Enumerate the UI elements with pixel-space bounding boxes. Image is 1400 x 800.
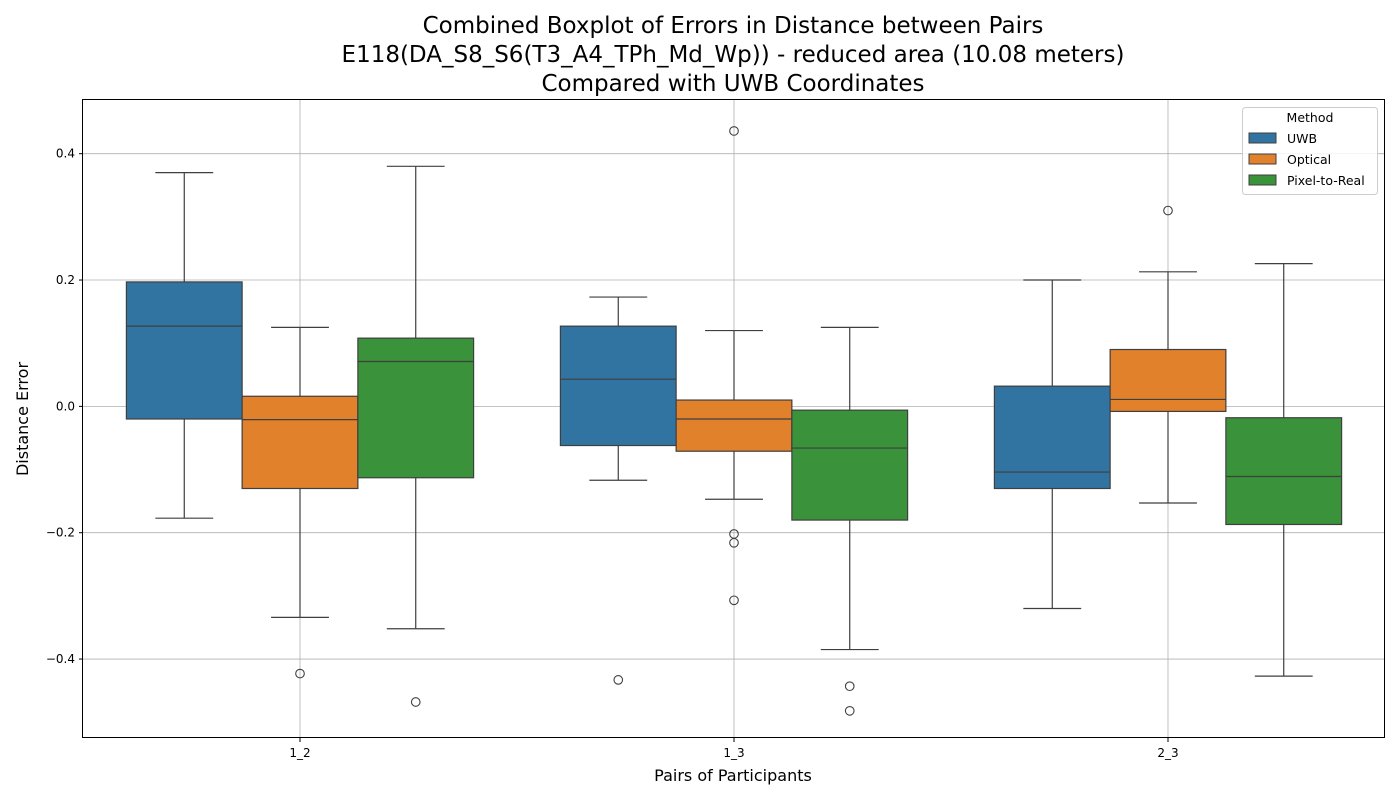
box-uwb-2_3 [993, 279, 1111, 610]
chart-title-line-3: Compared with UWB Coordinates [541, 71, 924, 97]
y-axis-label: Distance Error [13, 362, 32, 476]
box-iqr [1109, 348, 1227, 413]
x-axis: 1_2 1_3 2_3 [289, 738, 1179, 760]
box-group [125, 126, 1343, 716]
chart-title-line-1: Combined Boxplot of Errors in Distance b… [423, 13, 1044, 39]
outlier-point [613, 675, 624, 685]
legend-entry-label: UWB [1287, 131, 1317, 146]
box-uwb-1_3 [559, 296, 677, 685]
box-pixel-to-real-1_3 [791, 326, 909, 716]
box-pixel-to-real-1_2 [357, 165, 475, 707]
box-iqr [559, 325, 677, 447]
box-iqr [791, 409, 909, 521]
legend-swatch [1248, 132, 1277, 144]
outlier-point [729, 126, 739, 136]
box-optical-2_3 [1109, 205, 1227, 504]
outlier-point [1163, 205, 1173, 216]
legend-entry-label: Pixel-to-Real [1287, 173, 1365, 188]
legend-entry-label: Optical [1287, 152, 1331, 167]
outlier-point [844, 705, 855, 716]
outlier-point [729, 595, 739, 606]
outlier-point [295, 668, 305, 679]
box-iqr [993, 385, 1111, 490]
box-pixel-to-real-2_3 [1225, 263, 1343, 677]
y-tick-label: 0.4 [56, 147, 75, 161]
y-tick-label: −0.2 [46, 526, 75, 540]
legend-swatch [1248, 153, 1277, 165]
legend-title: Method [1287, 110, 1334, 125]
box-uwb-1_2 [125, 172, 243, 519]
outlier-point [729, 537, 739, 548]
legend-swatch [1248, 174, 1277, 186]
x-axis-label: Pairs of Participants [654, 766, 812, 785]
x-tick-label: 2_3 [1157, 746, 1178, 760]
box-iqr [241, 395, 359, 490]
y-tick-label: 0.2 [56, 273, 75, 287]
outlier-point [410, 697, 421, 707]
box-optical-1_3 [675, 126, 793, 606]
y-axis: −0.4 −0.2 0.0 0.2 0.4 [46, 147, 83, 666]
legend-frame [1242, 107, 1378, 195]
x-tick-label: 1_3 [723, 746, 744, 760]
plot-frame [82, 99, 1385, 738]
x-tick-label: 1_2 [289, 746, 310, 760]
y-tick-label: 0.0 [56, 399, 75, 413]
box-iqr [675, 399, 793, 452]
y-tick-label: −0.4 [46, 652, 75, 666]
chart-title-line-2: E118(DA_S8_S6(T3_A4_TPh_Md_Wp)) - reduce… [342, 42, 1125, 68]
legend: Method UWB Optical Pixel-to-Real [1242, 107, 1378, 195]
box-iqr [357, 337, 475, 479]
box-iqr [1225, 417, 1343, 526]
outlier-point [844, 681, 855, 692]
box-iqr [125, 281, 243, 420]
